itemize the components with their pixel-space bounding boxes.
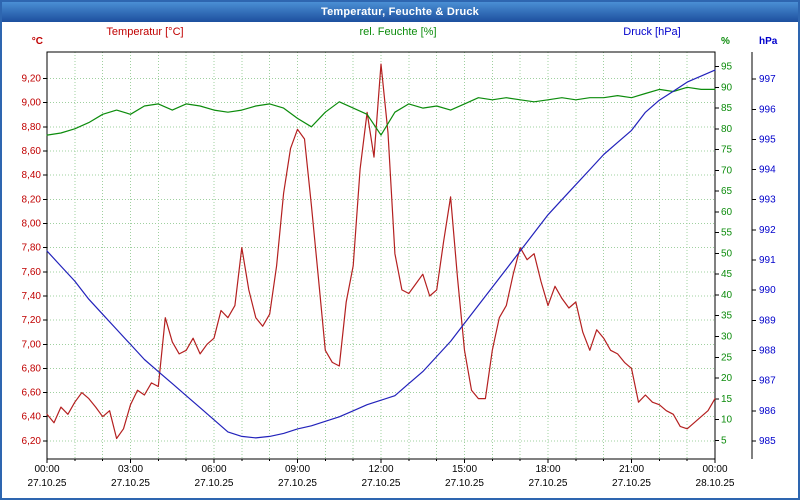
svg-text:35: 35 [721, 311, 733, 322]
svg-text:6,40: 6,40 [22, 412, 42, 423]
svg-text:%: % [721, 36, 730, 47]
svg-text:5: 5 [721, 435, 727, 446]
svg-text:27.10.25: 27.10.25 [529, 478, 568, 489]
svg-text:Temperatur [°C]: Temperatur [°C] [106, 26, 183, 38]
svg-text:80: 80 [721, 124, 733, 135]
svg-text:Druck [hPa]: Druck [hPa] [623, 26, 680, 38]
svg-text:9,00: 9,00 [22, 98, 42, 109]
svg-text:27.10.25: 27.10.25 [362, 478, 401, 489]
window-title: Temperatur, Feuchte & Druck [320, 6, 479, 18]
svg-text:993: 993 [759, 195, 776, 206]
svg-text:85: 85 [721, 103, 733, 114]
svg-text:985: 985 [759, 436, 776, 447]
svg-text:00:00: 00:00 [34, 464, 59, 475]
svg-text:25: 25 [721, 352, 733, 363]
svg-text:95: 95 [721, 62, 733, 73]
svg-text:27.10.25: 27.10.25 [278, 478, 317, 489]
svg-text:6,20: 6,20 [22, 436, 42, 447]
svg-text:987: 987 [759, 376, 776, 387]
svg-text:990: 990 [759, 285, 776, 296]
svg-text:8,40: 8,40 [22, 170, 42, 181]
svg-text:15:00: 15:00 [452, 464, 477, 475]
svg-text:20: 20 [721, 373, 733, 384]
svg-text:70: 70 [721, 165, 733, 176]
svg-text:15: 15 [721, 394, 733, 405]
svg-text:rel. Feuchte [%]: rel. Feuchte [%] [359, 26, 436, 38]
svg-text:09:00: 09:00 [285, 464, 310, 475]
svg-text:995: 995 [759, 134, 776, 145]
svg-text:06:00: 06:00 [201, 464, 226, 475]
svg-text:30: 30 [721, 331, 733, 342]
svg-text:27.10.25: 27.10.25 [28, 478, 67, 489]
svg-text:18:00: 18:00 [535, 464, 560, 475]
weather-chart: 6,20 6,40 6,60 6,80 7,00 7,20 7,40 7,60 7,80 8,00… [22, 26, 778, 489]
svg-text:7,40: 7,40 [22, 291, 42, 302]
svg-text:hPa: hPa [759, 36, 778, 47]
svg-text:10: 10 [721, 415, 733, 426]
svg-text:997: 997 [759, 74, 776, 85]
svg-text:9,20: 9,20 [22, 74, 42, 85]
svg-text:55: 55 [721, 228, 733, 239]
svg-text:60: 60 [721, 207, 733, 218]
svg-text:6,60: 6,60 [22, 388, 42, 399]
svg-text:988: 988 [759, 345, 776, 356]
svg-text:27.10.25: 27.10.25 [445, 478, 484, 489]
svg-text:996: 996 [759, 104, 776, 115]
chart-area: 6,20 6,40 6,60 6,80 7,00 7,20 7,40 7,60 7,80 8,00… [2, 22, 798, 498]
svg-text:6,80: 6,80 [22, 363, 42, 374]
svg-text:8,20: 8,20 [22, 194, 42, 205]
svg-text:27.10.25: 27.10.25 [612, 478, 651, 489]
svg-text:27.10.25: 27.10.25 [111, 478, 150, 489]
svg-text:8,00: 8,00 [22, 218, 42, 229]
svg-text:00:00: 00:00 [702, 464, 727, 475]
svg-text:994: 994 [759, 165, 776, 176]
svg-text:989: 989 [759, 315, 776, 326]
svg-text:45: 45 [721, 269, 733, 280]
svg-text:991: 991 [759, 255, 776, 266]
svg-text:7,00: 7,00 [22, 339, 42, 350]
svg-text:21:00: 21:00 [619, 464, 644, 475]
svg-text:65: 65 [721, 186, 733, 197]
svg-text:8,80: 8,80 [22, 122, 42, 133]
svg-text:7,20: 7,20 [22, 315, 42, 326]
svg-text:50: 50 [721, 248, 733, 259]
svg-text:8,60: 8,60 [22, 146, 42, 157]
svg-text:7,80: 7,80 [22, 243, 42, 254]
svg-text:03:00: 03:00 [118, 464, 143, 475]
svg-text:986: 986 [759, 406, 776, 417]
svg-text:992: 992 [759, 225, 776, 236]
svg-text:40: 40 [721, 290, 733, 301]
svg-text:°C: °C [32, 36, 43, 47]
svg-text:7,60: 7,60 [22, 267, 42, 278]
window-titlebar[interactable]: Temperatur, Feuchte & Druck [2, 2, 798, 22]
svg-text:27.10.25: 27.10.25 [195, 478, 234, 489]
svg-text:90: 90 [721, 82, 733, 93]
svg-text:12:00: 12:00 [368, 464, 393, 475]
svg-text:75: 75 [721, 145, 733, 156]
svg-text:28.10.25: 28.10.25 [696, 478, 735, 489]
